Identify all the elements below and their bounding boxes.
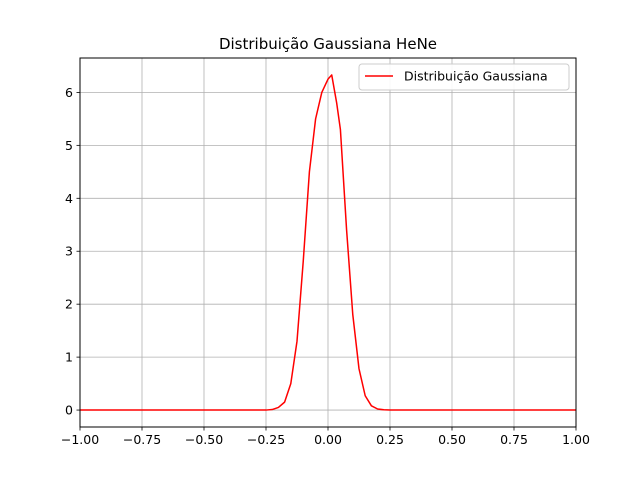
legend-box	[358, 63, 570, 91]
y-tick-label: 4	[65, 191, 73, 206]
y-tick-label: 1	[65, 350, 73, 365]
y-tick-label: 2	[65, 297, 73, 312]
x-tick-label: 0.25	[376, 432, 404, 447]
series-line	[80, 74, 576, 411]
chart-title: Distribuição Gaussiana HeNe	[219, 35, 437, 53]
x-tick-label: 0.75	[500, 432, 528, 447]
y-tick-label: 6	[65, 85, 73, 100]
series-layer	[80, 74, 576, 411]
y-tick-label: 0	[65, 403, 73, 418]
x-tick-label: 0.00	[314, 432, 342, 447]
x-tick-label: 1.00	[562, 432, 590, 447]
x-tick-label: −0.25	[247, 432, 285, 447]
y-tick-label: 3	[65, 244, 73, 259]
x-tick-label: −0.50	[185, 432, 223, 447]
x-tick-label: −0.75	[123, 432, 161, 447]
x-tick-label: 0.50	[438, 432, 466, 447]
axis-ticks: −1.00 −0.75 −0.50 −0.25 0.00 0.25 0.50 0.75 1.00…	[61, 85, 590, 447]
y-tick-label: 5	[65, 138, 73, 153]
x-tick-label: −1.00	[61, 432, 99, 447]
legend-label: Distribuição Gaussiana	[404, 69, 548, 84]
legend: Distribuição Gaussiana	[358, 63, 570, 91]
